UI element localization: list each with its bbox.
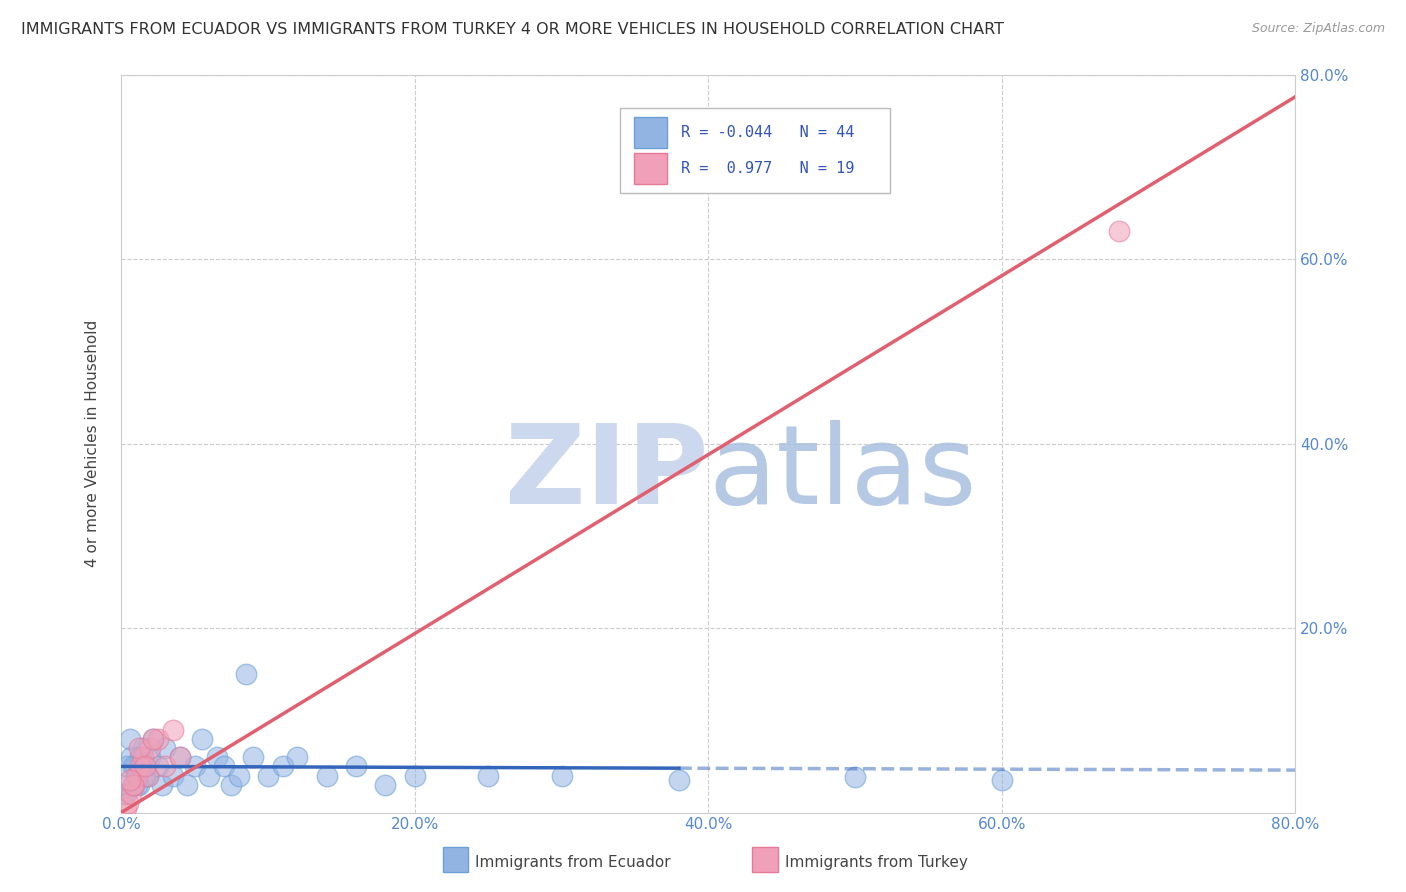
Point [844,771,866,785]
Point [125,769,148,783]
Point [169,750,191,764]
Point [1108,224,1130,238]
Point [257,769,280,783]
Point [242,750,264,764]
Point [271,759,294,773]
Point [112,787,135,801]
Point [134,759,156,773]
Point [668,773,690,788]
Point [132,750,155,764]
Text: IMMIGRANTS FROM ECUADOR VS IMMIGRANTS FROM TURKEY 4 OR MORE VEHICLES IN HOUSEHOL: IMMIGRANTS FROM ECUADOR VS IMMIGRANTS FR… [21,22,1004,37]
Point [153,759,176,773]
Point [991,773,1014,788]
Point [162,723,184,737]
Point [124,778,146,792]
Point [128,741,150,756]
FancyBboxPatch shape [620,108,890,193]
Text: R =  0.977   N = 19: R = 0.977 N = 19 [682,161,855,176]
Point [212,759,235,773]
Point [128,778,150,792]
Point [228,769,250,783]
Point [344,759,367,773]
Point [285,750,308,764]
Point [136,769,159,783]
Point [191,731,214,746]
Point [315,769,337,783]
Point [117,778,139,792]
Point [120,750,142,764]
Point [114,801,136,815]
Point [142,731,165,746]
Text: atlas: atlas [709,419,977,526]
Point [127,778,149,792]
Point [127,769,149,783]
Point [142,731,165,746]
Text: R = -0.044   N = 44: R = -0.044 N = 44 [682,125,855,139]
Point [150,778,173,792]
Bar [634,153,668,184]
Point [198,769,221,783]
Point [118,773,141,788]
Point [146,759,169,773]
Point [114,787,136,801]
Point [115,759,138,773]
Point [183,759,205,773]
Point [139,750,162,764]
Point [132,741,155,756]
Point [162,769,184,783]
Point [129,759,152,773]
Text: Immigrants from Turkey: Immigrants from Turkey [785,855,967,870]
Point [129,750,152,764]
Point [205,750,228,764]
Point [120,787,142,801]
Point [117,797,139,811]
Point [139,741,162,756]
Point [176,778,198,792]
Point [374,778,396,792]
Point [122,778,145,792]
Point [550,769,572,783]
Point [153,741,176,756]
Point [146,731,169,746]
Point [134,769,156,783]
Point [219,778,242,792]
Text: ZIP: ZIP [505,419,709,526]
Point [122,759,145,773]
Point [404,769,426,783]
Point [169,750,191,764]
Point [124,759,146,773]
Point [477,769,499,783]
Text: Immigrants from Ecuador: Immigrants from Ecuador [475,855,671,870]
Point [235,667,257,681]
Point [118,731,141,746]
Bar [634,117,668,147]
Y-axis label: 4 or more Vehicles in Household: 4 or more Vehicles in Household [86,320,100,567]
Text: Source: ZipAtlas.com: Source: ZipAtlas.com [1251,22,1385,36]
Point [136,769,159,783]
